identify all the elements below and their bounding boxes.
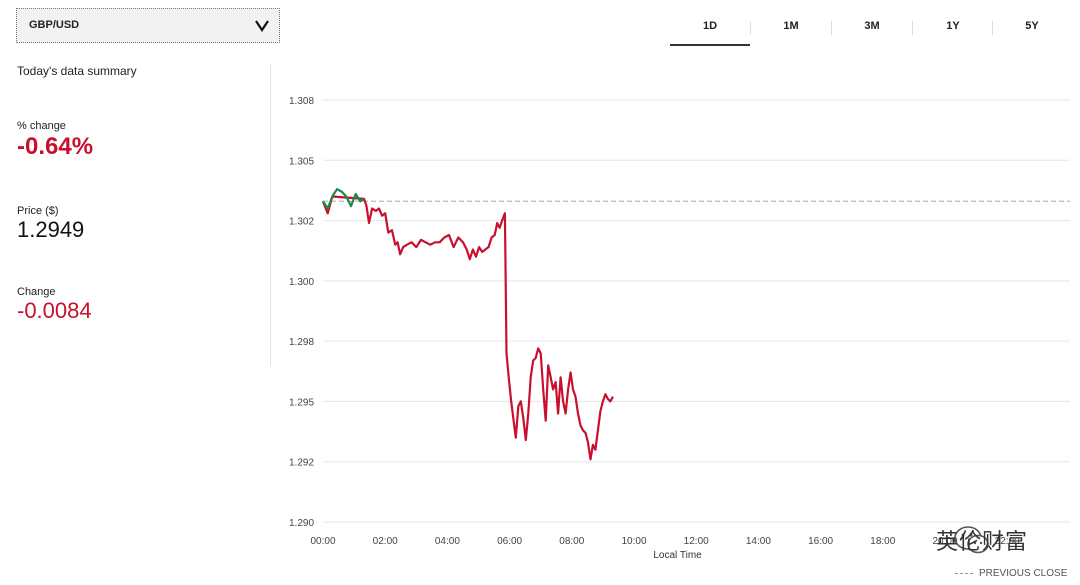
x-axis-label: Local Time [653,550,702,560]
tab-separator [912,21,913,35]
tab-1m[interactable]: 1M [783,20,799,32]
currency-pair-value: GBP/USD [29,19,80,31]
summary-divider [270,64,271,366]
tab-5y[interactable]: 5Y [1025,20,1039,32]
time-range-tabs: 1D 1M 3M 1Y 5Y [670,10,1070,46]
summary-title: Today's data summary [17,64,137,78]
y-axis-ticks: 1.308 1.305 1.302 1.300 1.298 1.295 1.292 1.290 [289,96,314,529]
series-line-up [322,188,365,210]
watermark-text: 英伦财富 [936,529,1029,554]
price-label: Price ($) [17,205,59,217]
previous-close-legend-label: PREVIOUS CLOSE [979,568,1068,579]
currency-pair-select[interactable]: GBP/USD [16,8,280,43]
y-tick-label: 1.292 [289,458,314,469]
series-line-down [321,195,614,461]
previous-close-legend: PREVIOUS CLOSE [955,568,1067,579]
x-tick-label: 14:00 [746,536,771,547]
y-tick-label: 1.308 [289,96,314,107]
tab-1d[interactable]: 1D [670,10,750,46]
series [321,188,614,461]
price-value: 1.2949 [17,217,85,242]
x-tick-label: 22:00 [995,536,1020,547]
previous-close-swatch [955,572,973,574]
pct-change-label: % change [17,120,66,132]
tab-3m[interactable]: 3M [864,20,880,32]
pct-change-value: -0.64% [17,133,94,160]
x-axis-ticks: 00:00 02:00 04:00 06:00 08:00 10:00 12:00 14:00… [310,536,1020,547]
y-tick-label: 1.295 [289,397,314,408]
x-tick-label: 02:00 [373,536,398,547]
x-tick-label: 04:00 [435,536,460,547]
x-tick-label: 18:00 [870,536,895,547]
y-tick-label: 1.305 [289,156,314,167]
tab-1y[interactable]: 1Y [946,20,960,32]
gridlines [323,99,1070,523]
x-tick-label: 00:00 [310,536,335,547]
x-tick-label: 12:00 [684,536,709,547]
y-tick-label: 1.290 [289,518,314,529]
x-tick-label: 06:00 [497,536,522,547]
x-tick-label: 10:00 [621,536,646,547]
tab-separator [750,21,751,35]
chevron-down-icon [255,20,269,32]
change-value: -0.0084 [17,298,92,323]
tab-separator [831,21,832,35]
x-tick-label: 20:00 [932,536,957,547]
wechat-logo-icon [954,526,989,554]
x-tick-label: 08:00 [559,536,584,547]
x-tick-label: 16:00 [808,536,833,547]
change-label: Change [17,286,56,298]
y-tick-label: 1.298 [289,337,314,348]
price-chart: 1.308 1.305 1.302 1.300 1.298 1.295 1.292 1.290… [289,96,1070,560]
y-tick-label: 1.300 [289,277,314,288]
tab-separator [992,21,993,35]
y-tick-label: 1.302 [289,217,314,228]
